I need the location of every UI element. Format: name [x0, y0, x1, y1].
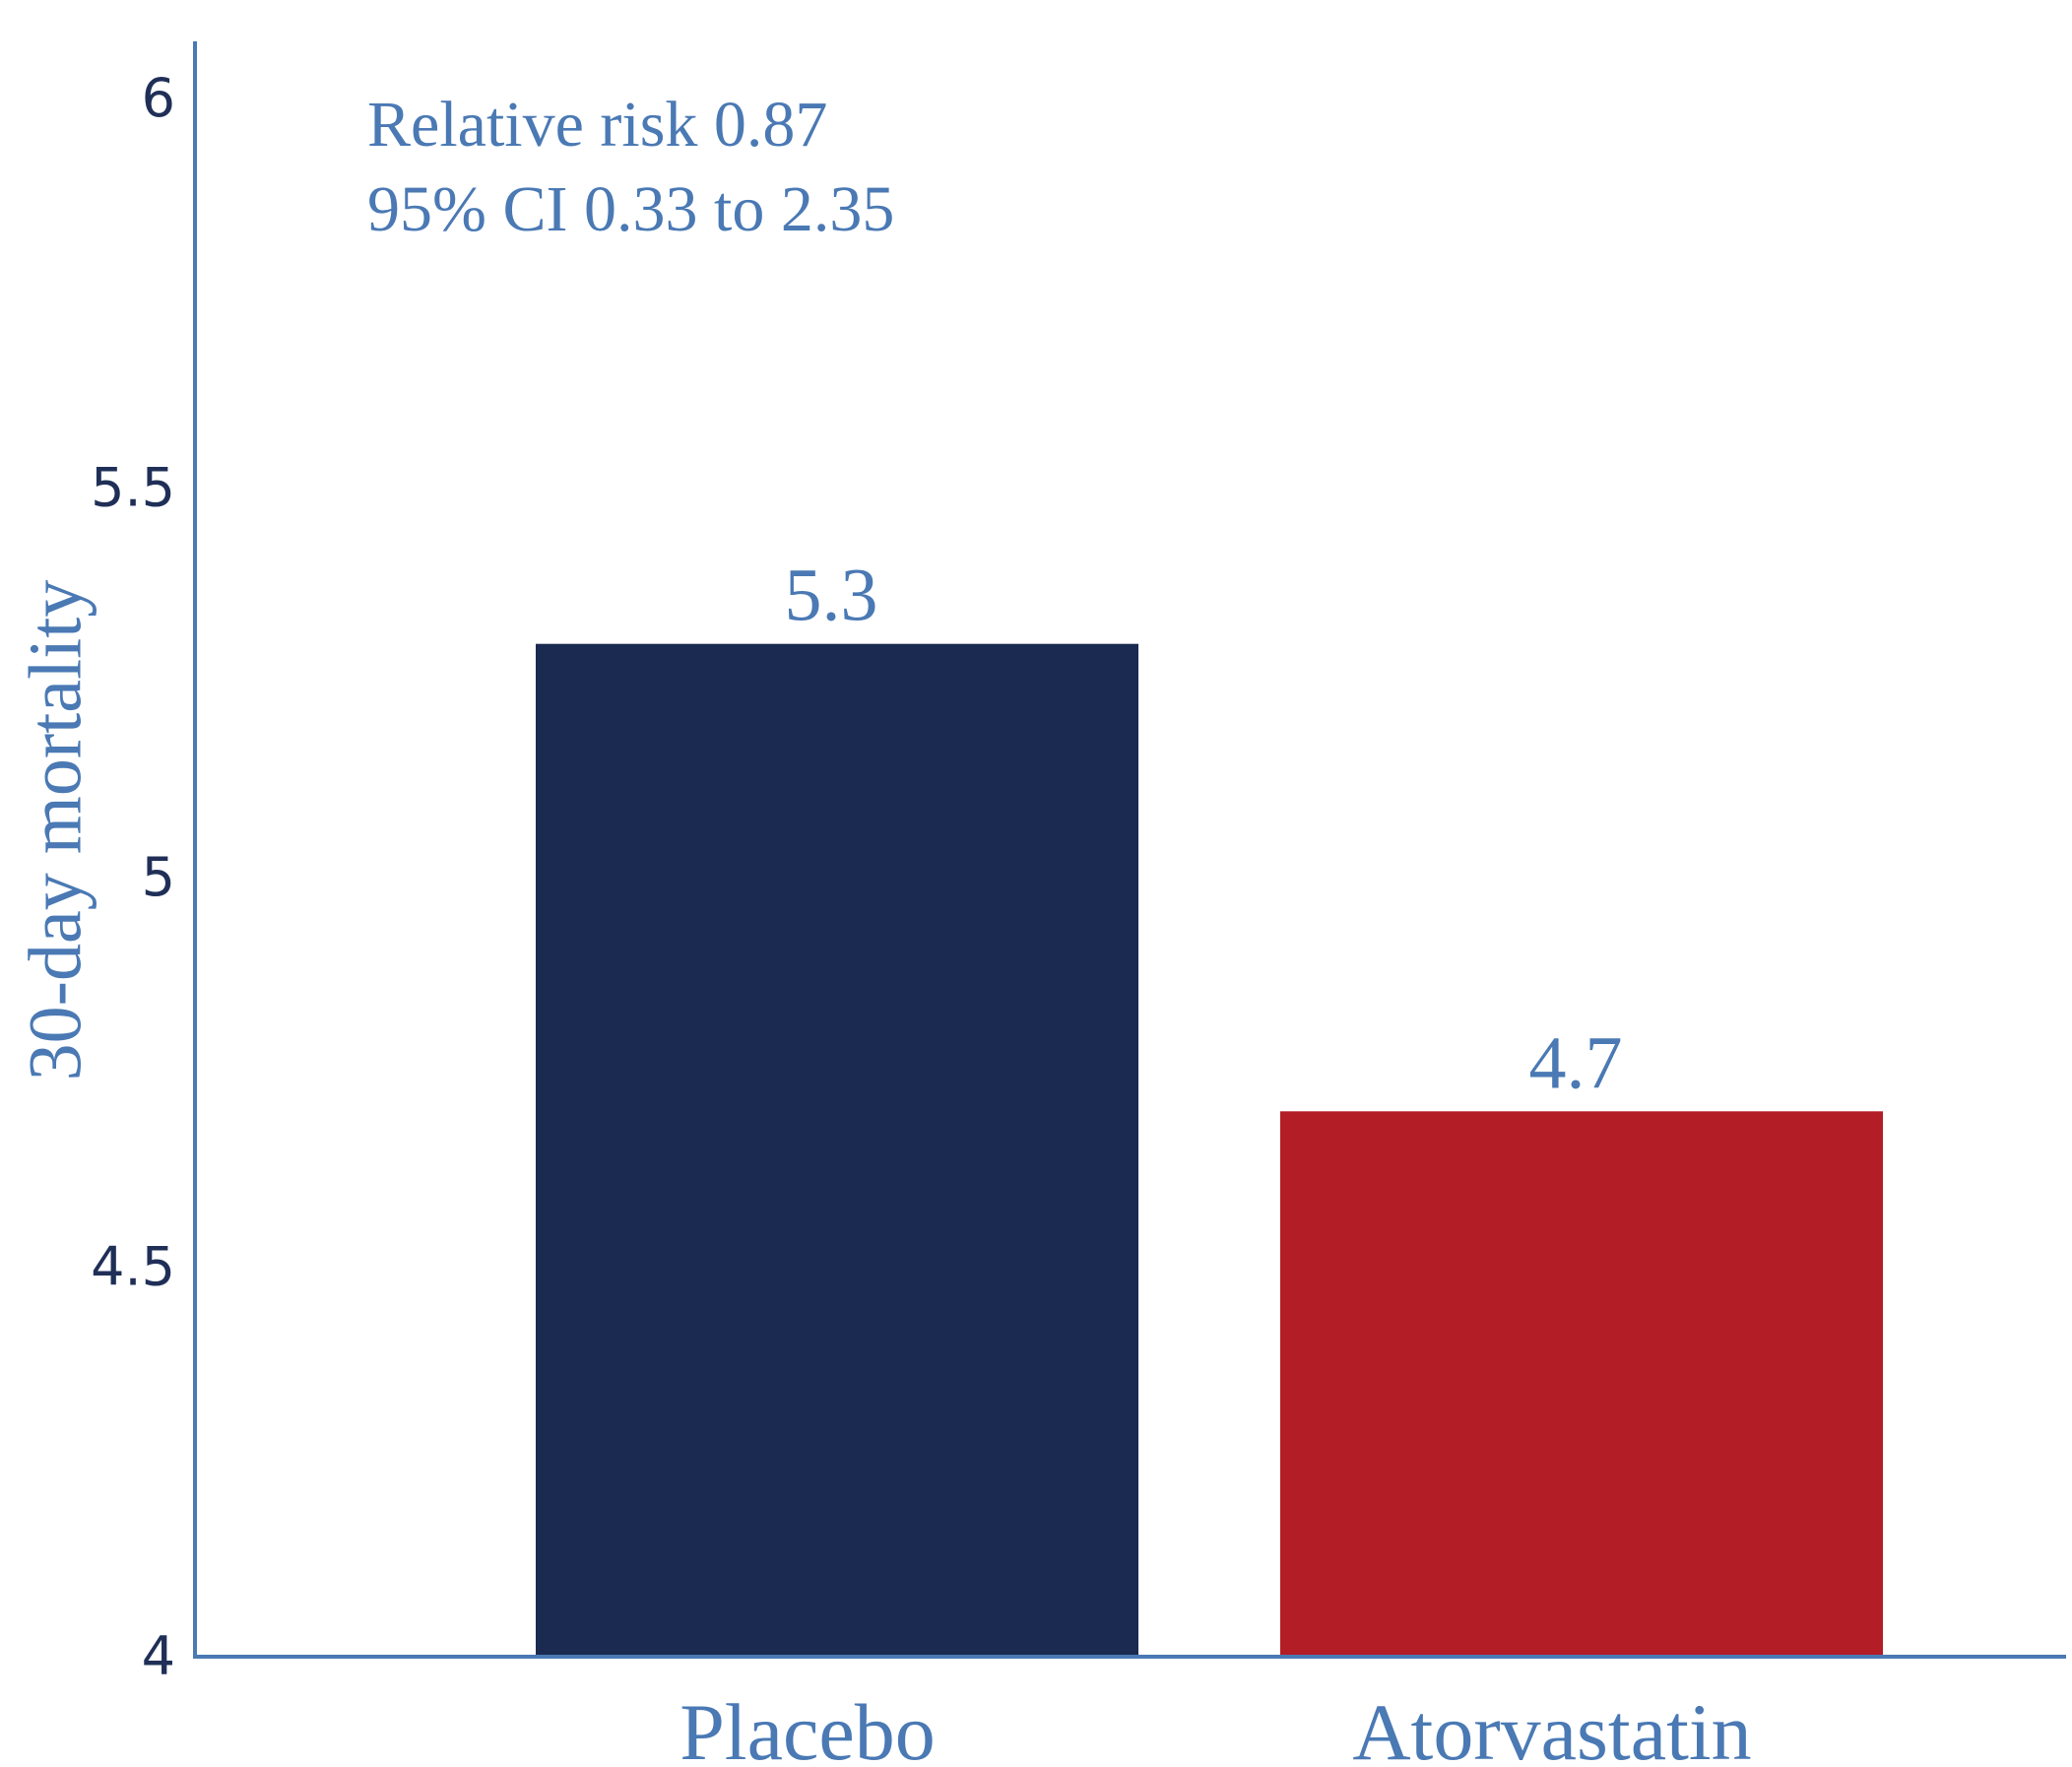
annotation-relative-risk: Relative risk 0.87 [367, 89, 827, 161]
y-tick-label: 6 [142, 67, 175, 129]
value-label-atorvastatin: 4.7 [1529, 1021, 1623, 1104]
value-label-placebo: 5.3 [785, 555, 878, 637]
annotation-confidence-interval: 95% CI 0.33 to 2.35 [367, 173, 894, 245]
y-tick-label: 4.5 [91, 1236, 175, 1298]
y-tick-label: 5.5 [91, 457, 175, 519]
y-tick-labels-group: 4 4.5 5 5.5 6 [91, 67, 175, 1687]
bar-placebo [536, 643, 1138, 1658]
value-labels-group: 5.3 4.7 [785, 555, 1623, 1105]
bars-group [536, 643, 1883, 1658]
bar-atorvastatin [1280, 1111, 1883, 1657]
y-tick-label: 4 [142, 1625, 175, 1687]
y-tick-label: 5 [142, 846, 175, 908]
x-label-atorvastatin: Atorvastatin [1352, 1687, 1751, 1767]
x-label-placebo: Placebo [680, 1687, 936, 1767]
y-axis-label: 30-day mortality [14, 580, 97, 1081]
x-category-labels-group: Placebo Atorvastatin [680, 1687, 1751, 1767]
